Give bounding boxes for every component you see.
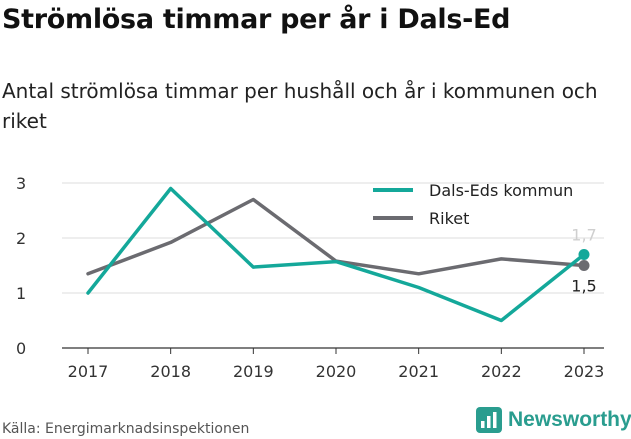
y-tick-label-1: 1 <box>16 284 26 303</box>
brand-name: Newsworthy <box>508 408 631 431</box>
y-tick-label-0: 0 <box>16 339 26 358</box>
x-tick-label-2022: 2022 <box>481 362 522 381</box>
chart-title: Strömlösa timmar per år i Dals-Ed <box>2 4 511 35</box>
x-tick-label-2019: 2019 <box>233 362 274 381</box>
source-note: Källa: Energimarknadsinspektionen <box>2 421 250 437</box>
x-tick-label-2017: 2017 <box>68 362 109 381</box>
legend-label-1: Riket <box>429 209 469 228</box>
y-tick-label-2: 2 <box>16 229 26 248</box>
brand-logo[interactable]: Newsworthy <box>476 407 631 433</box>
series-end-point-0 <box>578 249 590 260</box>
series-line-0 <box>86 186 586 323</box>
chart-subtitle: Antal strömlösa timmar per hushåll och å… <box>2 79 598 133</box>
end-label-riket: 1,5 <box>571 277 596 296</box>
line-chart: 0 1 2 3 2017 2018 2019 2020 2021 2022 2023 1,7 1,5 Da… <box>16 174 605 381</box>
x-tick-label-2020: 2020 <box>316 362 357 381</box>
y-tick-label-3: 3 <box>16 174 26 193</box>
x-tick-label-2021: 2021 <box>398 362 439 381</box>
bar-chart-logo-icon <box>476 407 502 433</box>
series-end-point-1 <box>578 260 590 271</box>
x-tick-label-2023: 2023 <box>564 362 605 381</box>
x-tick-label-2018: 2018 <box>150 362 191 381</box>
legend-label-0: Dals-Eds kommun <box>429 181 573 200</box>
end-label-dals-ed: 1,7 <box>571 226 596 245</box>
